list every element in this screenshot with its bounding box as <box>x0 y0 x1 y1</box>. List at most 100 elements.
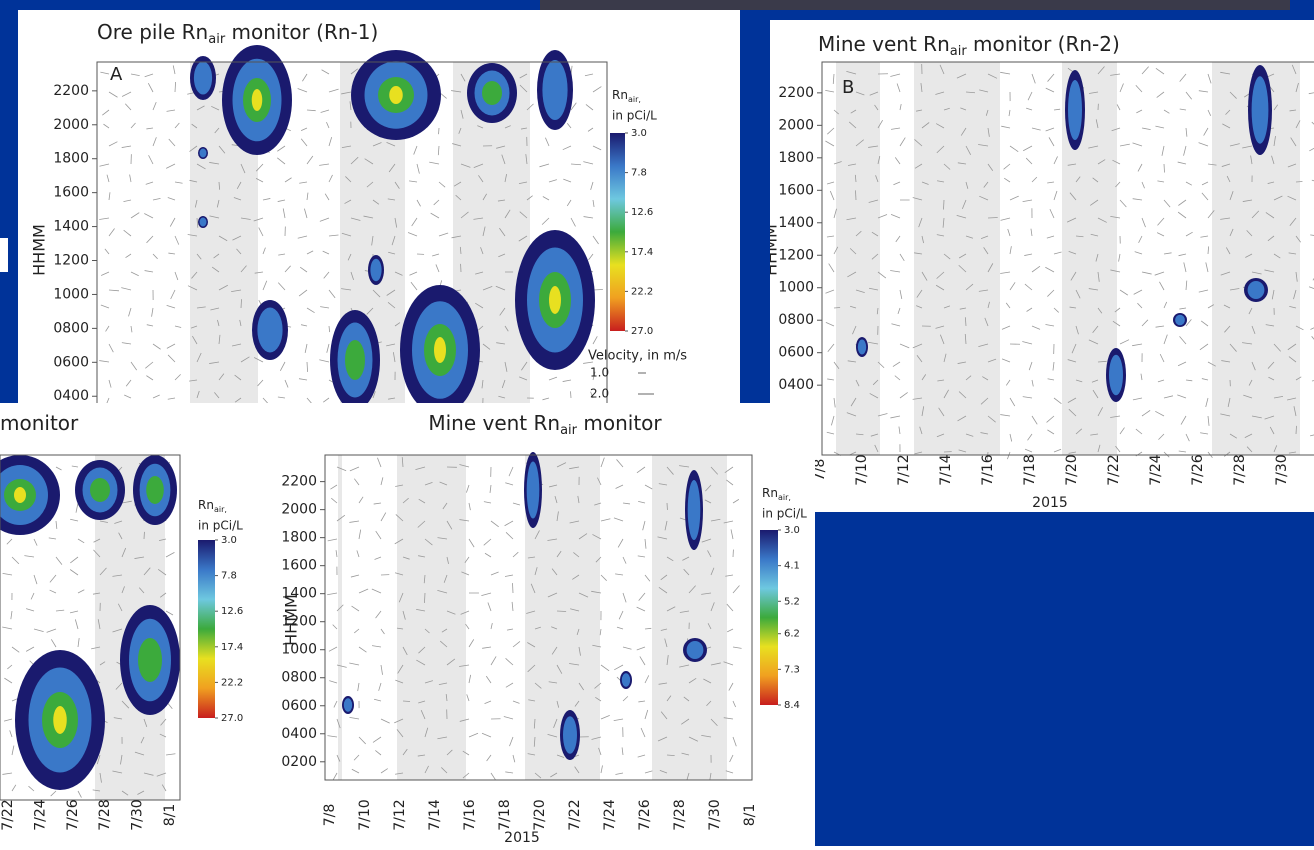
x-tick-label: 7/28 <box>1232 454 1248 485</box>
concentration-contour <box>146 476 164 504</box>
colorbar-tick-label: 22.2 <box>631 286 653 297</box>
y-tick-label: 1800 <box>778 150 814 166</box>
x-tick-label: 7/22 <box>1106 454 1122 485</box>
y-tick-label: 2000 <box>281 502 317 518</box>
concentration-contour <box>389 86 403 104</box>
concentration-contour <box>200 149 207 158</box>
y-tick-label: 1000 <box>281 642 317 658</box>
concentration-contour <box>687 641 704 659</box>
concentration-contour <box>549 286 561 314</box>
colorbar-tick-label: 7.3 <box>784 664 800 675</box>
x-tick-label: 7/30 <box>707 799 723 830</box>
title-part: monitor (Rn-2) <box>967 32 1120 56</box>
wind-arrow <box>855 190 856 200</box>
colorbar-title-part: air, <box>214 505 227 514</box>
title-part: Mine vent Rn <box>818 32 950 56</box>
x-axis-label: 2015 <box>1032 495 1068 511</box>
x-tick-label: 7/14 <box>427 799 443 831</box>
concentration-contour <box>527 462 540 519</box>
legend-label: 2.0 <box>590 387 609 401</box>
y-tick-label: 1200 <box>778 247 814 263</box>
y-tick-label: 1800 <box>53 151 89 167</box>
y-tick-label: 2200 <box>53 83 89 99</box>
x-tick-label: 7/30 <box>1274 454 1290 485</box>
colorbar-tick-label: 7.8 <box>631 168 647 179</box>
y-tick-label: 2000 <box>778 117 814 133</box>
concentration-contour <box>90 478 110 502</box>
x-tick-label: 7/24 <box>602 799 618 831</box>
x-tick-label: 7/10 <box>357 799 373 830</box>
concentration-contour <box>482 81 502 105</box>
title-part: air <box>560 423 578 438</box>
y-tick-label: 0400 <box>53 388 89 404</box>
concentration-contour <box>1068 80 1082 140</box>
colorbar <box>760 530 778 705</box>
concentration-contour <box>1248 281 1265 299</box>
title-part: air <box>208 32 226 47</box>
legend-title: Velocity, in m/s <box>588 349 687 364</box>
colorbar-title-part: air, <box>628 95 641 104</box>
colorbar-tick-label: 5.2 <box>784 596 800 607</box>
x-tick-label: 8/1 <box>162 804 178 827</box>
y-tick-label: 1400 <box>281 586 317 602</box>
wind-arrow <box>241 299 242 308</box>
panel-label: A <box>110 64 123 85</box>
x-tick-label: 8/1 <box>742 804 758 827</box>
concentration-contour <box>257 308 282 353</box>
x-tick-label: 7/26 <box>637 799 653 831</box>
x-tick-label: 7/18 <box>497 799 513 830</box>
y-tick-label: 0400 <box>281 726 317 742</box>
x-tick-label: 7/24 <box>1148 454 1164 486</box>
colorbar-title-part: Rn <box>612 88 628 102</box>
y-axis-label: HHMM <box>30 224 49 276</box>
title-part: Mine vent Rn <box>428 411 560 435</box>
x-tick-label: 7/22 <box>567 799 583 830</box>
x-tick-label: 7/16 <box>462 799 478 831</box>
y-tick-label: 1000 <box>778 280 814 296</box>
photo-strip <box>540 0 1290 10</box>
concentration-contour <box>345 340 365 380</box>
x-tick-label: 7/24 <box>32 799 48 831</box>
y-tick-label: 2200 <box>281 474 317 490</box>
y-tick-label: 0600 <box>281 698 317 714</box>
colorbar-title: in pCi/L <box>762 507 807 521</box>
wind-arrow <box>557 611 566 612</box>
x-tick-label: 7/20 <box>1064 454 1080 485</box>
wind-arrow <box>512 583 513 593</box>
x-tick-label: 7/30 <box>130 799 146 830</box>
colorbar-tick-label: 17.4 <box>631 247 653 258</box>
concentration-contour <box>688 480 701 540</box>
y-tick-label: 0800 <box>53 320 89 336</box>
y-tick-label: 0800 <box>778 312 814 328</box>
x-tick-label: 7/16 <box>980 454 996 486</box>
y-tick-label: 2200 <box>778 85 814 101</box>
concentration-contour <box>138 638 162 682</box>
panel-title: Mine vent Rnair monitor <box>428 411 662 438</box>
colorbar <box>610 133 625 331</box>
colorbar <box>198 540 215 718</box>
x-tick-label: 7/12 <box>896 454 912 485</box>
colorbar-tick-label: 17.4 <box>221 642 243 653</box>
edge-tab <box>0 238 8 272</box>
panel: Ore pile Rnair monitor (Rn-1)AHHMM220020… <box>18 10 740 425</box>
concentration-contour <box>194 62 212 95</box>
panel: Mine vent Rnair monitor (Rn-2)BHHMM22002… <box>762 20 1314 512</box>
y-tick-label: 0600 <box>53 354 89 370</box>
x-tick-label: 7/26 <box>65 799 81 831</box>
x-tick-label: 7/8 <box>322 804 338 827</box>
y-tick-label: 1400 <box>53 219 89 235</box>
x-tick-label: 7/10 <box>854 454 870 485</box>
colorbar-tick-label: 6.2 <box>784 629 800 640</box>
panel-label: B <box>842 77 854 98</box>
x-tick-label: 7/28 <box>672 799 688 830</box>
concentration-contour <box>370 259 381 282</box>
colorbar-tick-label: 3.0 <box>221 535 237 546</box>
concentration-contour <box>200 218 207 227</box>
title-part: monitor <box>577 411 662 435</box>
concentration-contour <box>252 89 263 111</box>
colorbar-tick-label: 7.8 <box>221 571 237 582</box>
y-tick-label: 1200 <box>281 614 317 630</box>
concentration-contour <box>1175 315 1185 326</box>
